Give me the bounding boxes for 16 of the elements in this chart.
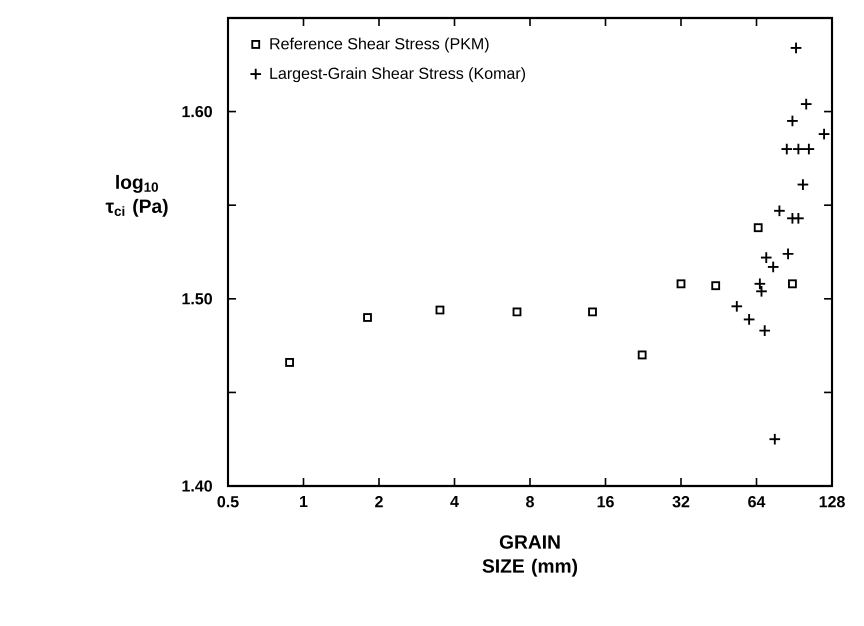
y-tick-label: 1.60 (182, 106, 212, 118)
x-tick-label: 64 (748, 496, 766, 508)
x-tick-label: 1 (300, 496, 308, 508)
x-tick-label: 0.5 (218, 496, 239, 508)
x-tick-label: 4 (450, 496, 459, 508)
x-tick-label: 128 (820, 496, 845, 508)
y-tick-label: 1.50 (182, 293, 212, 304)
x-tick-label: 16 (598, 496, 614, 508)
x-tick-label: 2 (375, 496, 383, 508)
x-tick-label: 32 (672, 496, 690, 508)
x-axis-title: GRAIN SIZE (mm) (482, 535, 578, 577)
text: log$_{10}$ τ$_{ci}$ (Pa) (106, 174, 168, 217)
legend-label: Largest-Grain Shear Stress (Komar) (270, 67, 525, 82)
x-tick-label: 8 (526, 496, 534, 508)
legend-label: Reference Shear Stress (PKM) (270, 38, 489, 53)
y-tick-label: 1.40 (182, 480, 212, 492)
